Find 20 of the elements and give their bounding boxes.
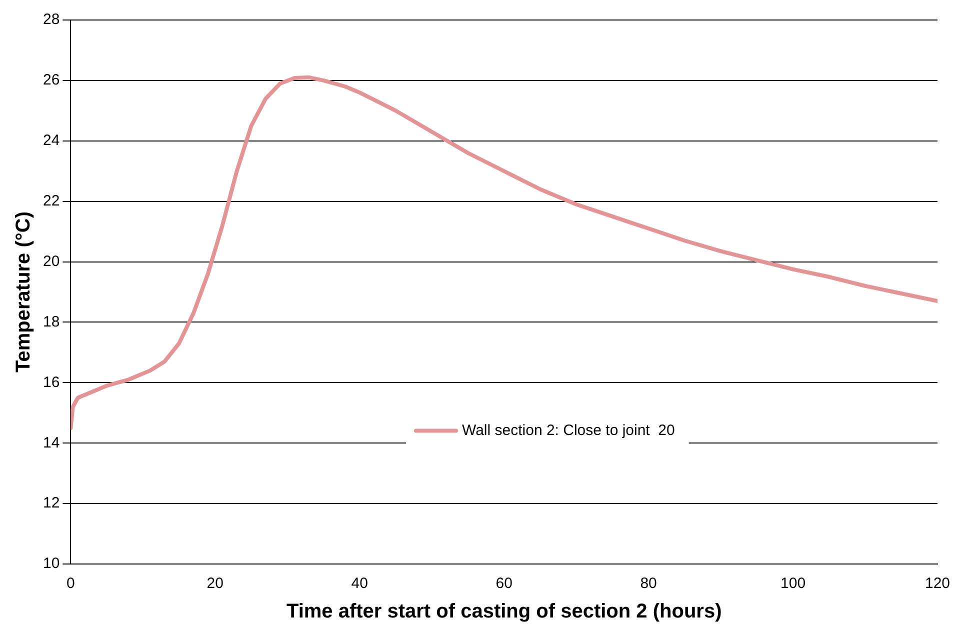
y-tick-label: 14 bbox=[42, 434, 60, 452]
x-tick-label: 0 bbox=[66, 575, 75, 592]
y-tick-label: 28 bbox=[42, 11, 60, 28]
x-tick-label: 100 bbox=[780, 575, 806, 592]
y-axis-title: Temperature (°C) bbox=[12, 212, 35, 372]
x-tick-label: 60 bbox=[496, 575, 512, 592]
y-tick-label: 16 bbox=[42, 374, 60, 391]
legend-label: Wall section 2: Close to joint 20 bbox=[462, 422, 675, 439]
y-tick-label: 20 bbox=[42, 252, 60, 270]
y-tick-label: 12 bbox=[42, 494, 60, 512]
x-tick-label: 20 bbox=[206, 575, 224, 592]
y-tick-label: 24 bbox=[42, 132, 60, 150]
y-tick-label: 26 bbox=[42, 72, 60, 89]
y-tick-label: 18 bbox=[42, 313, 60, 330]
x-tick-label: 80 bbox=[640, 575, 657, 592]
x-axis-title: Time after start of casting of section 2 (hours) bbox=[286, 600, 722, 623]
x-tick-label: 40 bbox=[351, 575, 368, 592]
x-tick-label: 120 bbox=[924, 575, 950, 592]
y-tick-label: 22 bbox=[42, 192, 60, 210]
y-tick-label: 10 bbox=[42, 555, 60, 572]
